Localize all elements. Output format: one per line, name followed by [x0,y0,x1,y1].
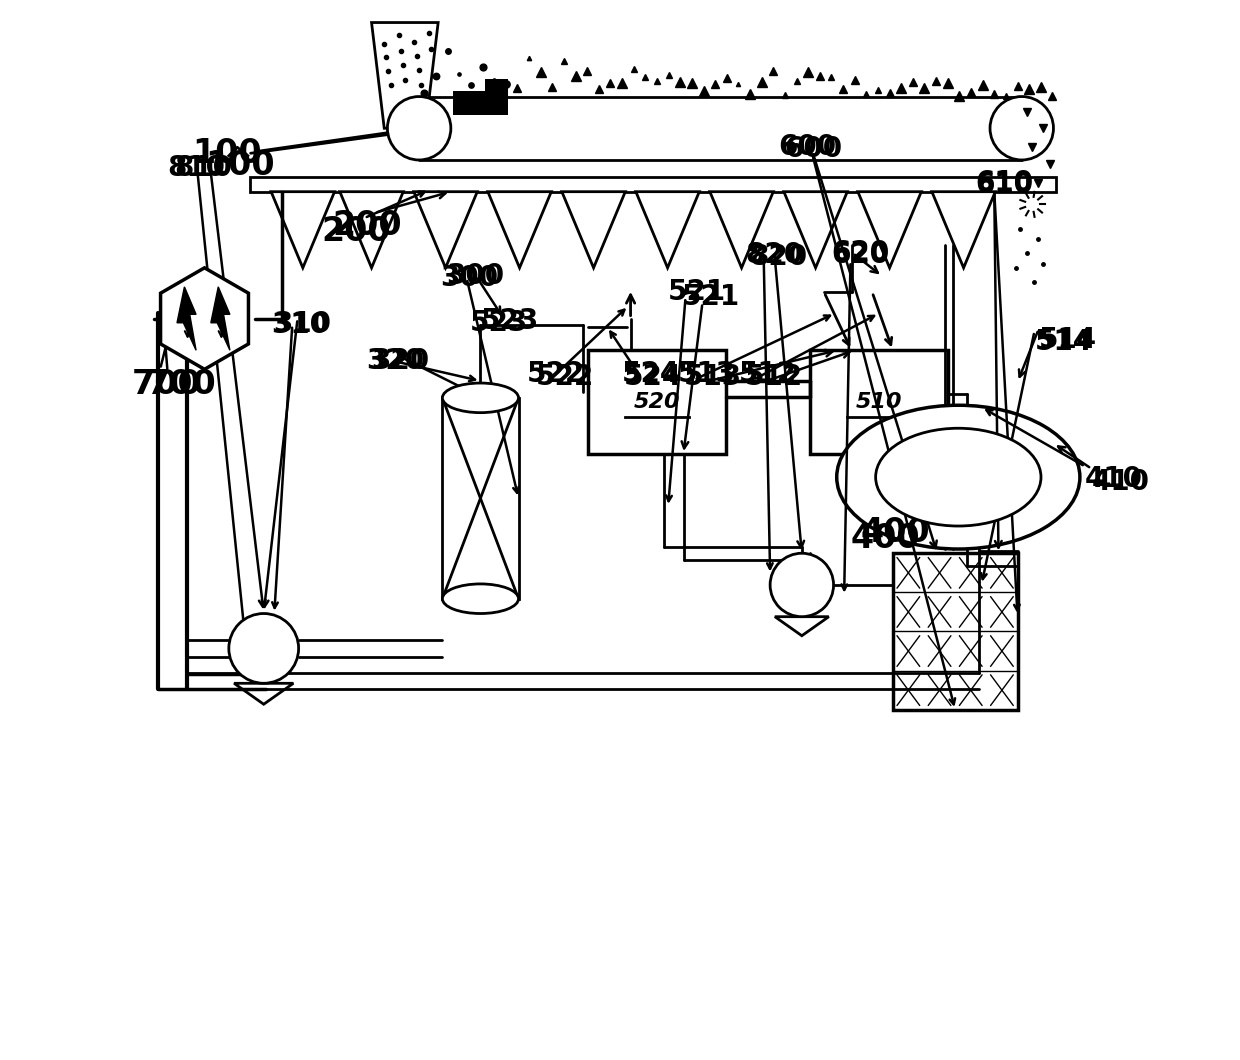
Text: 524: 524 [624,363,682,391]
Polygon shape [709,192,774,268]
Text: 200: 200 [332,209,402,242]
Polygon shape [858,192,921,268]
Text: 320: 320 [366,347,424,375]
Text: 514: 514 [1034,328,1092,356]
Text: 512: 512 [738,359,796,388]
Bar [893,553,1018,710]
Bar [810,350,947,454]
Text: 410: 410 [1085,465,1143,493]
Text: 100: 100 [206,148,275,181]
Text: 400: 400 [851,522,920,555]
Text: 520: 520 [634,392,681,412]
Circle shape [770,553,833,617]
Text: 200: 200 [322,215,392,248]
Text: 620: 620 [832,241,889,269]
Text: 320: 320 [372,347,430,375]
Text: 513: 513 [683,363,742,391]
Polygon shape [636,192,699,268]
Text: 300: 300 [440,264,498,293]
Text: 522: 522 [527,359,585,388]
Text: 700: 700 [131,368,201,401]
Text: 523: 523 [470,308,528,337]
Text: 513: 513 [678,359,737,388]
Polygon shape [211,287,229,350]
Text: 820: 820 [749,243,807,271]
Text: 810: 810 [174,155,232,182]
Text: 514: 514 [1039,325,1097,354]
Text: 600: 600 [779,134,837,161]
Text: 610: 610 [975,172,1033,199]
Polygon shape [177,287,196,350]
Polygon shape [372,22,438,128]
Text: 300: 300 [446,262,505,290]
Text: 521: 521 [681,283,739,312]
Text: 400: 400 [861,515,931,549]
Text: 410: 410 [1091,469,1149,496]
Polygon shape [160,268,248,369]
Ellipse shape [443,584,518,614]
Polygon shape [272,192,335,268]
Ellipse shape [837,405,1080,549]
Text: 700: 700 [146,368,216,401]
Text: 600: 600 [784,136,842,163]
Polygon shape [414,192,477,268]
Bar [588,350,725,454]
Bar [443,398,518,599]
Circle shape [387,96,451,160]
Ellipse shape [443,383,518,412]
Text: 310: 310 [273,310,331,338]
Text: 620: 620 [832,238,889,267]
Text: 820: 820 [745,241,802,269]
Text: 522: 522 [536,363,594,391]
Polygon shape [775,617,828,636]
Text: 512: 512 [745,363,802,391]
Text: 510: 510 [856,392,903,412]
Bar [485,78,508,98]
Polygon shape [340,192,403,268]
Ellipse shape [875,428,1042,526]
Bar [453,91,508,114]
Polygon shape [562,192,625,268]
Polygon shape [932,192,996,268]
Text: 100: 100 [192,137,262,170]
Polygon shape [784,192,847,268]
Bar [250,177,1055,192]
Text: 810: 810 [167,155,226,182]
Circle shape [229,614,299,684]
Text: 610: 610 [975,170,1033,197]
Text: 524: 524 [622,359,681,388]
Polygon shape [487,192,552,268]
Polygon shape [234,684,294,704]
Circle shape [990,96,1054,160]
Text: 523: 523 [480,306,538,335]
Text: 310: 310 [272,311,329,339]
Text: 521: 521 [667,278,725,306]
